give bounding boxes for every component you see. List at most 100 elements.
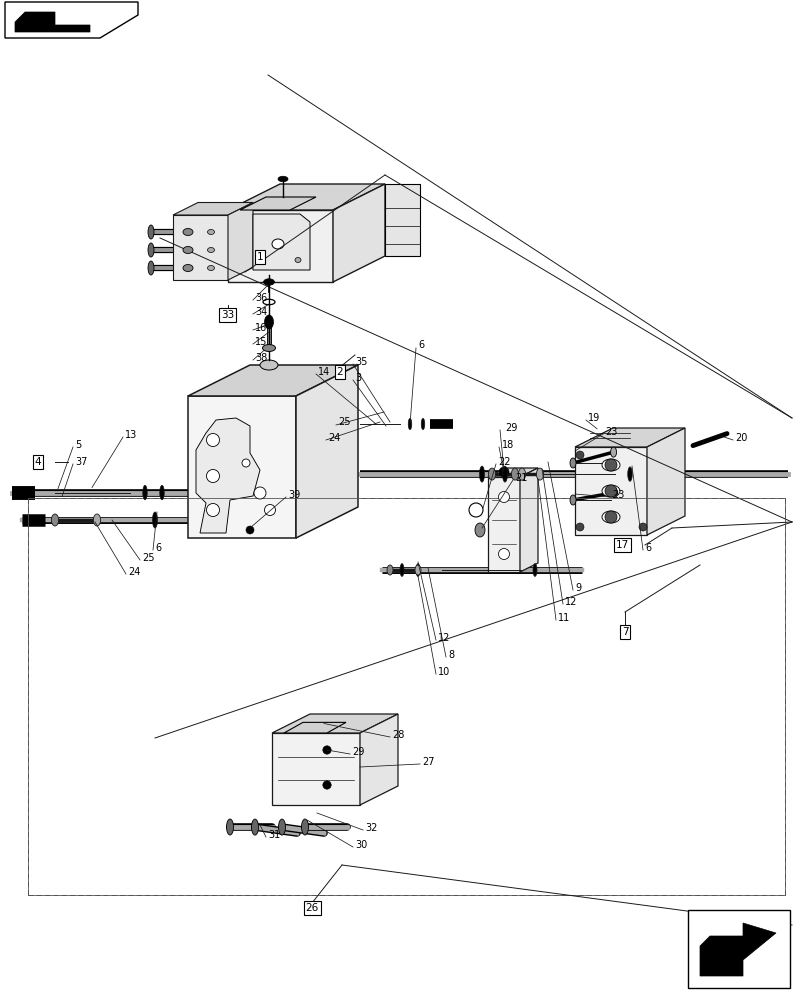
Text: 13: 13 — [125, 430, 137, 440]
Text: 6: 6 — [418, 340, 423, 350]
Polygon shape — [333, 184, 384, 282]
Polygon shape — [646, 428, 684, 535]
Text: 12: 12 — [437, 633, 450, 643]
Text: 30: 30 — [354, 840, 367, 850]
Text: 24: 24 — [328, 433, 340, 443]
Circle shape — [638, 523, 646, 531]
Text: 19: 19 — [587, 413, 599, 423]
Text: 5: 5 — [75, 440, 81, 450]
Ellipse shape — [627, 467, 632, 481]
Text: 28: 28 — [392, 730, 404, 740]
Polygon shape — [699, 923, 775, 976]
Ellipse shape — [400, 564, 404, 576]
Circle shape — [323, 781, 331, 789]
Text: 27: 27 — [422, 757, 434, 767]
Text: 8: 8 — [448, 650, 453, 660]
Circle shape — [264, 504, 275, 516]
Ellipse shape — [502, 466, 507, 482]
Polygon shape — [384, 184, 419, 256]
Ellipse shape — [294, 257, 301, 262]
Ellipse shape — [610, 447, 616, 457]
Text: 11: 11 — [557, 613, 569, 623]
Text: 1: 1 — [256, 252, 263, 262]
Text: 22: 22 — [497, 457, 510, 467]
Polygon shape — [188, 396, 296, 538]
Text: 2: 2 — [337, 367, 343, 377]
Ellipse shape — [487, 468, 495, 480]
Polygon shape — [359, 714, 397, 805]
Ellipse shape — [208, 230, 214, 234]
Ellipse shape — [387, 565, 393, 575]
Text: 24: 24 — [128, 567, 140, 577]
Circle shape — [206, 434, 219, 446]
Text: 15: 15 — [255, 337, 267, 347]
Polygon shape — [272, 714, 397, 733]
Ellipse shape — [148, 243, 154, 257]
Polygon shape — [228, 184, 384, 210]
Ellipse shape — [569, 495, 575, 505]
Ellipse shape — [208, 265, 214, 270]
Ellipse shape — [479, 466, 484, 482]
Circle shape — [575, 451, 583, 459]
Text: 38: 38 — [255, 353, 267, 363]
Text: 35: 35 — [354, 357, 367, 367]
Polygon shape — [228, 202, 253, 280]
Circle shape — [498, 491, 508, 502]
Polygon shape — [574, 428, 684, 447]
Ellipse shape — [532, 564, 536, 576]
Circle shape — [604, 485, 616, 497]
Circle shape — [498, 548, 508, 559]
Text: 34: 34 — [255, 307, 267, 317]
Circle shape — [206, 503, 219, 516]
Text: 29: 29 — [504, 423, 517, 433]
Polygon shape — [272, 733, 359, 805]
Text: 29: 29 — [351, 747, 364, 757]
Polygon shape — [284, 722, 345, 733]
Text: 6: 6 — [155, 543, 161, 553]
Ellipse shape — [148, 225, 154, 239]
Text: 37: 37 — [75, 457, 88, 467]
Polygon shape — [253, 214, 310, 270]
Ellipse shape — [611, 488, 616, 498]
Bar — [687, 910, 789, 988]
Ellipse shape — [182, 264, 193, 271]
Ellipse shape — [182, 247, 193, 254]
Text: 23: 23 — [611, 490, 624, 500]
Circle shape — [242, 459, 250, 467]
Text: 7: 7 — [621, 627, 628, 637]
Circle shape — [499, 467, 508, 477]
Text: 23: 23 — [604, 427, 616, 437]
Text: 25: 25 — [337, 417, 350, 427]
Polygon shape — [487, 468, 538, 477]
Ellipse shape — [208, 248, 214, 253]
Polygon shape — [487, 477, 519, 572]
Ellipse shape — [421, 418, 424, 430]
Ellipse shape — [601, 485, 620, 497]
Ellipse shape — [414, 565, 420, 575]
Text: 6: 6 — [644, 543, 650, 553]
Circle shape — [206, 469, 219, 482]
Text: 18: 18 — [501, 440, 513, 450]
Ellipse shape — [601, 459, 620, 471]
Ellipse shape — [415, 564, 419, 576]
Text: 12: 12 — [564, 597, 577, 607]
Ellipse shape — [511, 468, 518, 480]
Text: 26: 26 — [305, 903, 318, 913]
Ellipse shape — [260, 360, 277, 370]
Text: 4: 4 — [35, 457, 41, 467]
Circle shape — [246, 526, 254, 534]
Text: 3: 3 — [354, 373, 361, 383]
Polygon shape — [296, 365, 358, 538]
Polygon shape — [5, 2, 138, 38]
Polygon shape — [15, 12, 90, 32]
Ellipse shape — [474, 523, 484, 537]
Polygon shape — [228, 210, 333, 282]
Text: 21: 21 — [514, 473, 526, 483]
Text: 31: 31 — [268, 830, 280, 840]
Text: 39: 39 — [288, 490, 300, 500]
Ellipse shape — [601, 511, 620, 523]
Text: 33: 33 — [221, 310, 234, 320]
Ellipse shape — [408, 418, 411, 430]
Text: 25: 25 — [142, 553, 154, 563]
Polygon shape — [173, 215, 228, 280]
